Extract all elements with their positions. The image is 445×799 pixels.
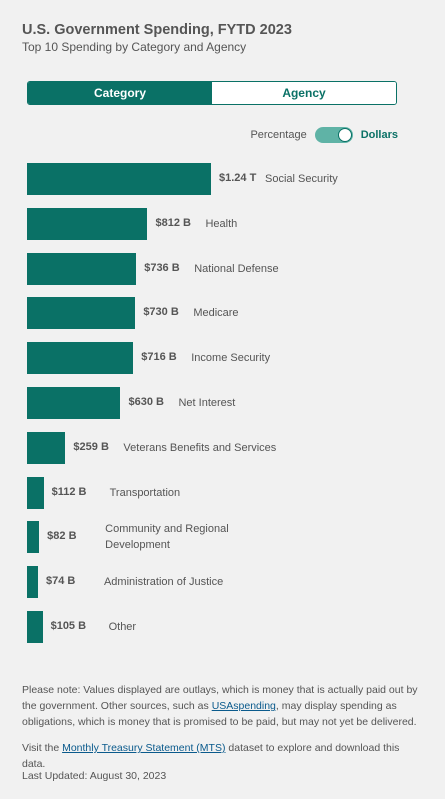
bar-value-label: $105 B (50, 620, 87, 632)
category-label: Veterans Benefits and Services (123, 441, 277, 454)
category-label: Net Interest (178, 397, 236, 409)
category-tab[interactable]: Category (28, 82, 212, 104)
bar[interactable] (27, 252, 137, 285)
visit-prefix: Visit the (22, 742, 63, 754)
bar[interactable] (27, 207, 148, 240)
view-toggle: Category Agency (27, 81, 397, 105)
category-label: Social Security (265, 173, 338, 185)
dollars-label[interactable]: Dollars (360, 129, 398, 141)
bar-value-label: $259 B (73, 440, 109, 453)
bar-value-label: $82 B (47, 530, 77, 543)
bar[interactable] (27, 387, 121, 419)
spending-bar-chart: $1.24 T Social Security $812 B Health $736 B… (27, 163, 338, 643)
visit-suffix: dataset to explore and download this dat… (22, 742, 400, 770)
page-title: U.S. Government Spending, FYTD 2023 (22, 22, 292, 38)
bar[interactable] (27, 521, 40, 554)
mts-link[interactable]: Monthly Treasury Statement (MTS) (62, 742, 226, 754)
category-label: Community and Regional Development (105, 523, 229, 552)
note-suffix: , may display spending as obligations, w… (22, 700, 417, 728)
category-label: National Defense (194, 262, 279, 275)
bar[interactable] (27, 342, 134, 375)
bar-value-label: $812 B (155, 216, 191, 229)
bar[interactable] (27, 611, 43, 643)
bar[interactable] (27, 297, 136, 330)
outlays-note: Please note: Values displayed are outlay… (22, 682, 422, 730)
category-label: Income Security (191, 352, 271, 365)
bar-value-label: $1.24 T (219, 172, 257, 184)
bar-value-label: $630 B (128, 396, 164, 408)
bar-value-label: $112 B (51, 485, 87, 498)
bar[interactable] (27, 476, 44, 509)
category-label: Transportation (109, 486, 181, 499)
category-label: Administration of Justice (103, 576, 224, 589)
bar[interactable] (27, 566, 38, 599)
unit-switch-row: Percentage Dollars (250, 127, 398, 143)
bar-value-label: $716 B (141, 351, 177, 364)
category-label: Health (205, 217, 238, 230)
bar-value-label: $730 B (143, 306, 179, 319)
switch-knob (337, 128, 352, 142)
percentage-label[interactable]: Percentage (250, 129, 307, 141)
note-prefix: Please note: Values displayed are outlay… (22, 684, 418, 712)
category-label: Other (108, 621, 137, 633)
unit-toggle-switch[interactable] (314, 127, 353, 143)
page-subtitle: Top 10 Spending by Category and Agency (22, 40, 247, 54)
usaspending-link[interactable]: USAspending (211, 700, 276, 712)
agency-tab[interactable]: Agency (212, 82, 396, 104)
visit-note: Visit the Monthly Treasury Statement (MT… (22, 740, 422, 772)
bar-value-label: $736 B (144, 261, 180, 274)
category-label: Medicare (193, 307, 239, 320)
last-updated: Last Updated: August 30, 2023 (22, 770, 167, 782)
bar-value-label: $74 B (45, 575, 76, 588)
bar[interactable] (27, 163, 211, 195)
bar[interactable] (27, 431, 66, 464)
